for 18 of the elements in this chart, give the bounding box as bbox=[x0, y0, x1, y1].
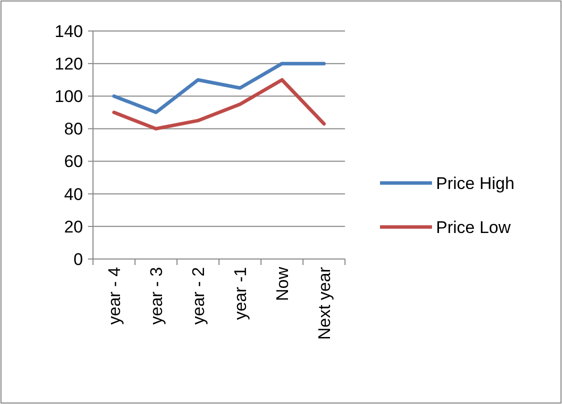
x-tick-label: Next year bbox=[314, 266, 334, 340]
y-tick-label: 100 bbox=[54, 87, 83, 106]
y-tick-label: 140 bbox=[54, 22, 83, 41]
line-series bbox=[112, 62, 326, 114]
x-tick-label: year - 4 bbox=[104, 267, 124, 325]
y-tick-label: 0 bbox=[74, 250, 83, 269]
x-tick-label: year - 3 bbox=[146, 267, 166, 325]
line-series bbox=[112, 78, 326, 130]
x-tick-label: Now bbox=[272, 266, 292, 302]
legend-label: Price High bbox=[436, 174, 514, 193]
y-tick-label: 120 bbox=[54, 54, 83, 74]
x-tick-label: year - 2 bbox=[188, 267, 208, 325]
x-tick-label: year -1 bbox=[230, 267, 250, 320]
y-tick-label: 80 bbox=[64, 120, 83, 139]
y-tick-label: 60 bbox=[64, 152, 83, 172]
legend-label: Price Low bbox=[436, 218, 512, 237]
y-tick-label: 40 bbox=[64, 184, 83, 204]
y-tick-label: 20 bbox=[64, 217, 83, 236]
